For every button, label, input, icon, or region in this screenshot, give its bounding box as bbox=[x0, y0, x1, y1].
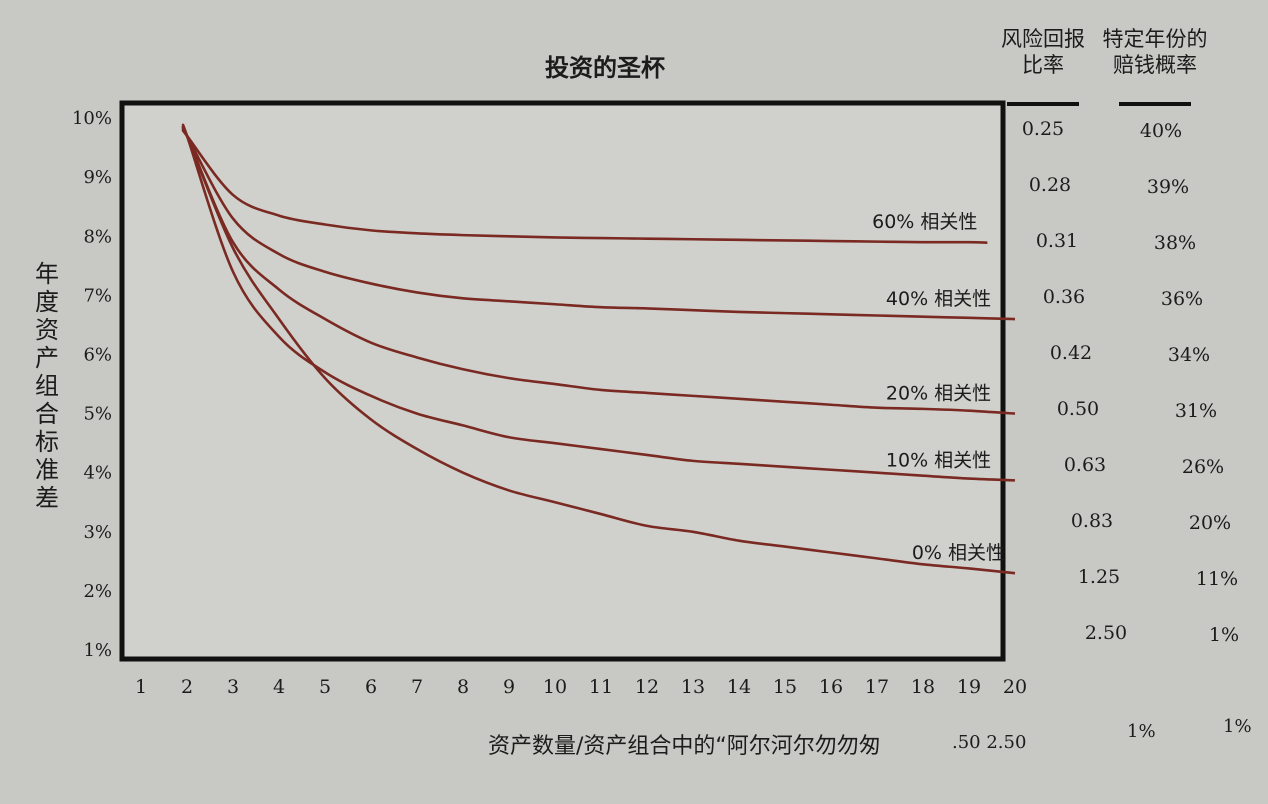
table-cell-ratio: 1.25 bbox=[1078, 566, 1120, 588]
table-header: 特定年份的 bbox=[1103, 27, 1208, 51]
table-header: 比率 bbox=[1022, 53, 1064, 77]
table-cell-ratio: 2.50 bbox=[1085, 622, 1127, 644]
table-cell-ratio: 0.31 bbox=[1036, 230, 1078, 252]
series-line bbox=[181, 125, 1016, 415]
table-cell-probability: 38% bbox=[1154, 232, 1196, 254]
table-cell-probability: 40% bbox=[1140, 120, 1182, 142]
table-header: 风险回报 bbox=[1001, 27, 1085, 51]
table-cell-probability: 20% bbox=[1189, 512, 1231, 534]
table-cell-ratio: 0.63 bbox=[1064, 454, 1106, 476]
y-tick-label: 9% bbox=[83, 167, 112, 188]
x-tick-label: 8 bbox=[457, 676, 469, 698]
table-cell-probability: 26% bbox=[1182, 456, 1224, 478]
table-cell-ratio: 0.83 bbox=[1071, 510, 1113, 532]
y-tick-label: 10% bbox=[72, 108, 112, 129]
x-axis-label: 资产数量/资产组合中的“阿尔河尔勿勿匆 bbox=[488, 734, 881, 759]
x-tick-label: 1 bbox=[135, 676, 147, 698]
x-tick-label: 6 bbox=[365, 676, 377, 698]
table-header: 赔钱概率 bbox=[1113, 53, 1197, 77]
plot-frame bbox=[119, 100, 1006, 662]
y-tick-label: 2% bbox=[83, 581, 112, 602]
x-tick-label: 10 bbox=[543, 676, 567, 698]
chart-title: 投资的圣杯 bbox=[545, 54, 665, 82]
y-axis-label-char: 合 bbox=[35, 400, 59, 428]
y-tick-label: 6% bbox=[83, 345, 112, 366]
y-tick-label: 4% bbox=[83, 463, 112, 484]
x-tick-label: 2 bbox=[181, 676, 193, 698]
y-tick-label: 5% bbox=[83, 404, 112, 425]
table-cell-probability: 36% bbox=[1161, 288, 1203, 310]
series-label: 10% 相关性 bbox=[886, 449, 991, 471]
table-cell-ratio: 0.50 bbox=[1057, 398, 1099, 420]
table-cell-ratio: 0.36 bbox=[1043, 286, 1085, 308]
table-cell-ratio: 0.25 bbox=[1022, 118, 1064, 140]
x-tick-label: 14 bbox=[727, 676, 751, 698]
x-tick-label: 11 bbox=[589, 676, 613, 698]
series-line bbox=[181, 123, 1016, 482]
series-line bbox=[181, 127, 1016, 321]
x-tick-label: 7 bbox=[411, 676, 423, 698]
series-label: 60% 相关性 bbox=[872, 211, 977, 233]
x-tick-label: 17 bbox=[865, 676, 889, 698]
table-cell-ratio: 0.28 bbox=[1029, 174, 1071, 196]
y-axis-label-char: 准 bbox=[35, 456, 59, 484]
x-tick-label: 15 bbox=[773, 676, 797, 698]
y-axis-label-char: 度 bbox=[35, 288, 59, 316]
x-tick-label: 19 bbox=[957, 676, 981, 698]
table-cell-probability: 1% bbox=[1209, 624, 1239, 646]
table-cell-probability: 11% bbox=[1196, 568, 1238, 590]
y-tick-label: 3% bbox=[83, 522, 112, 543]
table-cell-probability: 34% bbox=[1168, 344, 1210, 366]
series-line bbox=[181, 125, 1016, 575]
x-tick-label: 5 bbox=[319, 676, 331, 698]
y-tick-label: 1% bbox=[83, 640, 112, 661]
stray-text: 1% bbox=[1223, 716, 1252, 737]
table-cell-probability: 31% bbox=[1175, 400, 1217, 422]
series-label: 20% 相关性 bbox=[886, 383, 991, 405]
table-cell-probability: 39% bbox=[1147, 176, 1189, 198]
series-label: 0% 相关性 bbox=[912, 542, 1005, 564]
series-label: 40% 相关性 bbox=[886, 288, 991, 310]
y-axis-label-char: 标 bbox=[35, 428, 59, 456]
stray-text: .50 2.50 bbox=[952, 732, 1026, 753]
y-tick-label: 7% bbox=[83, 285, 112, 306]
x-tick-label: 20 bbox=[1003, 676, 1027, 698]
x-tick-label: 12 bbox=[635, 676, 659, 698]
x-tick-label: 3 bbox=[227, 676, 239, 698]
y-tick-label: 8% bbox=[83, 226, 112, 247]
x-tick-label: 18 bbox=[911, 676, 935, 698]
y-axis-label-char: 组 bbox=[35, 372, 59, 400]
x-tick-label: 9 bbox=[503, 676, 515, 698]
y-axis-label-char: 资 bbox=[35, 316, 59, 344]
y-axis-label-char: 年 bbox=[35, 260, 59, 288]
y-axis-label-char: 产 bbox=[35, 344, 59, 372]
x-tick-label: 13 bbox=[681, 676, 705, 698]
stray-text: 1% bbox=[1127, 721, 1156, 742]
series-line bbox=[181, 129, 988, 245]
x-tick-label: 4 bbox=[273, 676, 285, 698]
table-cell-ratio: 0.42 bbox=[1050, 342, 1092, 364]
y-axis-label-char: 差 bbox=[35, 484, 59, 512]
x-tick-label: 16 bbox=[819, 676, 843, 698]
